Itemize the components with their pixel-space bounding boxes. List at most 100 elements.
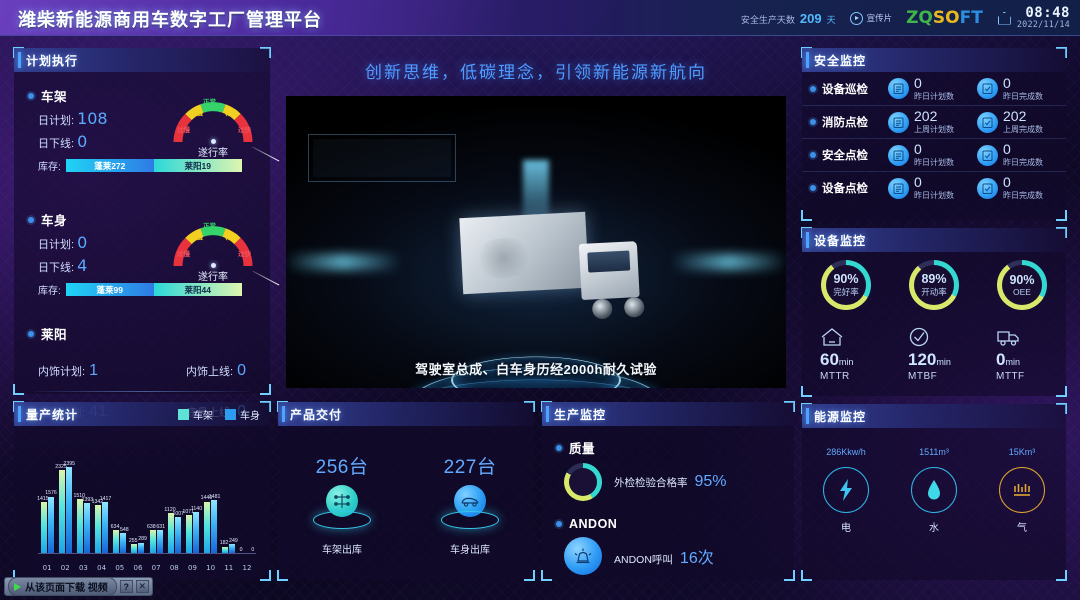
legend-item-frame[interactable]: 车架 [178, 407, 213, 422]
promo-video-button[interactable]: 宣传片 [849, 11, 892, 25]
panel-title-plan: 计划执行 [26, 53, 79, 68]
chart-bar[interactable]: 548 [120, 527, 129, 553]
chart-bar[interactable]: 1393 [82, 497, 93, 553]
body-stock-penglai[interactable]: 蓬莱99 [65, 283, 154, 296]
bullet-icon [810, 152, 816, 158]
chart-bar-value-label: 1417 [99, 496, 112, 503]
safety-plan-metric: 202 上周计划数 [888, 109, 977, 134]
delivery-item-frame[interactable]: 256台 车架出 [278, 452, 406, 556]
chart-bar-value-label: 1440 [200, 495, 213, 502]
chart-bar-value-label: 1481 [208, 493, 221, 500]
panel-mass-production: 量产统计 车架 车身 1415 1576 2325 2395 1510 1393 1342 1… [13, 401, 271, 581]
body-stock-laiyang[interactable]: 莱阳44 [153, 283, 242, 296]
safety-row-name: 设备点检 [822, 183, 868, 195]
clipboard-list-icon [888, 144, 909, 166]
divider [34, 391, 250, 392]
chart-bar[interactable]: 1415 [37, 496, 49, 553]
safety-done-value-group: 0 昨日完成数 [1003, 175, 1043, 200]
promo-video-player[interactable]: 驾驶室总成、白车身历经2000h耐久试验 [286, 96, 786, 388]
chart-bar[interactable]: 1007 [172, 511, 184, 553]
safe-production-days: 安全生产天数 209 天 [741, 11, 836, 26]
energy-item-water[interactable]: 1511m³ 水 [890, 440, 978, 534]
chart-bar[interactable]: 255 [129, 538, 137, 553]
safety-done-metric: 0 昨日完成数 [977, 76, 1066, 101]
chart-column[interactable]: 255 289 [129, 460, 147, 553]
chart-bar[interactable]: 249 [229, 538, 238, 553]
close-button[interactable]: ✕ [135, 580, 149, 593]
energy-item-gas[interactable]: 15Km³ 气 [978, 440, 1066, 534]
interior-plan-label: 内饰计划: [38, 366, 86, 378]
chart-x-tick: 03 [78, 564, 88, 572]
chart-bar[interactable]: 631 [156, 525, 165, 553]
chart-bar[interactable]: 1576 [45, 491, 57, 553]
frame-daily-plan-label: 日计划: [38, 115, 75, 127]
download-video-button[interactable]: 从该页面下载 视频 [8, 577, 117, 596]
gauge-label-fast: 稍快 [225, 234, 238, 241]
chart-bar[interactable]: 289 [138, 537, 147, 553]
chart-column[interactable]: 1342 1417 [92, 460, 111, 553]
chart-bar-value-label: 249 [229, 537, 238, 544]
interior-online-value: 0 [237, 362, 246, 379]
chart-bar[interactable]: 1071 [182, 509, 194, 553]
chart-bar[interactable]: 1481 [209, 494, 220, 553]
energy-item-electricity[interactable]: 286Kkw/h 电 [802, 440, 890, 534]
chart-bar-value-label: 634 [110, 524, 120, 531]
chart-bar[interactable]: 634 [111, 524, 119, 553]
frame-daily-offline-value: 0 [77, 132, 88, 151]
chart-column[interactable]: 1510 1393 [73, 460, 93, 553]
ring-value-0: 90% [833, 272, 859, 286]
chart-column[interactable]: 1120 1007 [164, 460, 184, 553]
safety-row[interactable]: 消防点检 202 上周计划数 202 上周完成数 [802, 105, 1066, 138]
safety-row[interactable]: 设备点检 0 昨日计划数 0 昨日完成数 [802, 171, 1066, 204]
body-daily-plan-value: 0 [77, 233, 88, 252]
frame-stock-penglai[interactable]: 蓬莱272 [65, 159, 154, 172]
chart-column[interactable]: 1071 1140 [182, 460, 202, 553]
chart-bar[interactable]: 2395 [63, 461, 75, 553]
safety-row[interactable]: 设备巡检 0 昨日计划数 0 昨日完成数 [802, 72, 1066, 105]
mttf-name: MTTF [996, 371, 1025, 382]
chart-bar[interactable]: 2325 [55, 464, 67, 553]
quality-section-header: 质量 [556, 438, 794, 457]
chart-bar[interactable]: 182 [220, 541, 228, 553]
frame-stock-laiyang[interactable]: 莱阳19 [153, 159, 242, 172]
safety-done-caption: 昨日完成数 [1003, 91, 1043, 101]
mttf-value: 0 [996, 350, 1006, 369]
chart-bar[interactable]: 1417 [100, 496, 111, 553]
body-daily-offline-value: 4 [77, 256, 88, 275]
legend-swatch-body [225, 409, 236, 420]
quality-pass-rate: 外检检验合格率 95% [614, 473, 727, 491]
panel-header-delivery: 产品交付 [278, 402, 534, 426]
safety-row[interactable]: 安全点检 0 昨日计划数 0 昨日完成数 [802, 138, 1066, 171]
chart-bar[interactable]: 638 [147, 524, 156, 553]
chart-bar[interactable]: 1140 [191, 506, 202, 553]
chart-column[interactable]: 182 249 [220, 460, 238, 553]
frame-gauge: 正常 稍慢 稍快 过慢 过快 遂行率 [172, 90, 280, 162]
chart-bar[interactable]: 1342 [92, 499, 103, 553]
chart-column[interactable]: 2325 2395 [55, 460, 75, 553]
chart-column[interactable]: 634 548 [111, 460, 129, 553]
chart-bar[interactable]: 1440 [201, 496, 212, 553]
delivery-item-body[interactable]: 227台 车身出 [406, 452, 534, 556]
truck-wheel-rear [623, 296, 645, 318]
safety-row-name: 消防点检 [822, 117, 868, 129]
help-button[interactable]: ? [119, 580, 133, 593]
chart-bar[interactable]: 1120 [164, 507, 176, 553]
chart-column[interactable]: 1415 1576 [37, 460, 57, 553]
mttr-value: 60 [820, 350, 839, 369]
legend-item-body[interactable]: 车身 [225, 407, 260, 422]
chart-x-tick: 07 [151, 564, 161, 572]
water-caption: 水 [929, 523, 939, 534]
chart-bar[interactable]: 1510 [73, 493, 85, 553]
panel-body-energy: 286Kkw/h 电 1511m³ 水 15Km³ [802, 428, 1066, 580]
chart-column[interactable]: 1440 1481 [201, 460, 220, 553]
panel-body-plan: 车架 日计划: 108 日下线: 0 库存: 蓬莱272 莱阳19 [14, 72, 280, 420]
home-icon[interactable] [997, 12, 1011, 25]
chart-bar-value-label: 255 [128, 537, 138, 544]
body-daily-plan: 日计划: 0 [38, 233, 270, 252]
chart-column[interactable]: 638 631 [147, 460, 165, 553]
clipboard-list-icon [888, 78, 909, 99]
bullet-icon [810, 85, 816, 92]
gauge-label-slow: 稍慢 [190, 234, 203, 241]
energy-items: 286Kkw/h 电 1511m³ 水 15Km³ [802, 440, 1066, 534]
